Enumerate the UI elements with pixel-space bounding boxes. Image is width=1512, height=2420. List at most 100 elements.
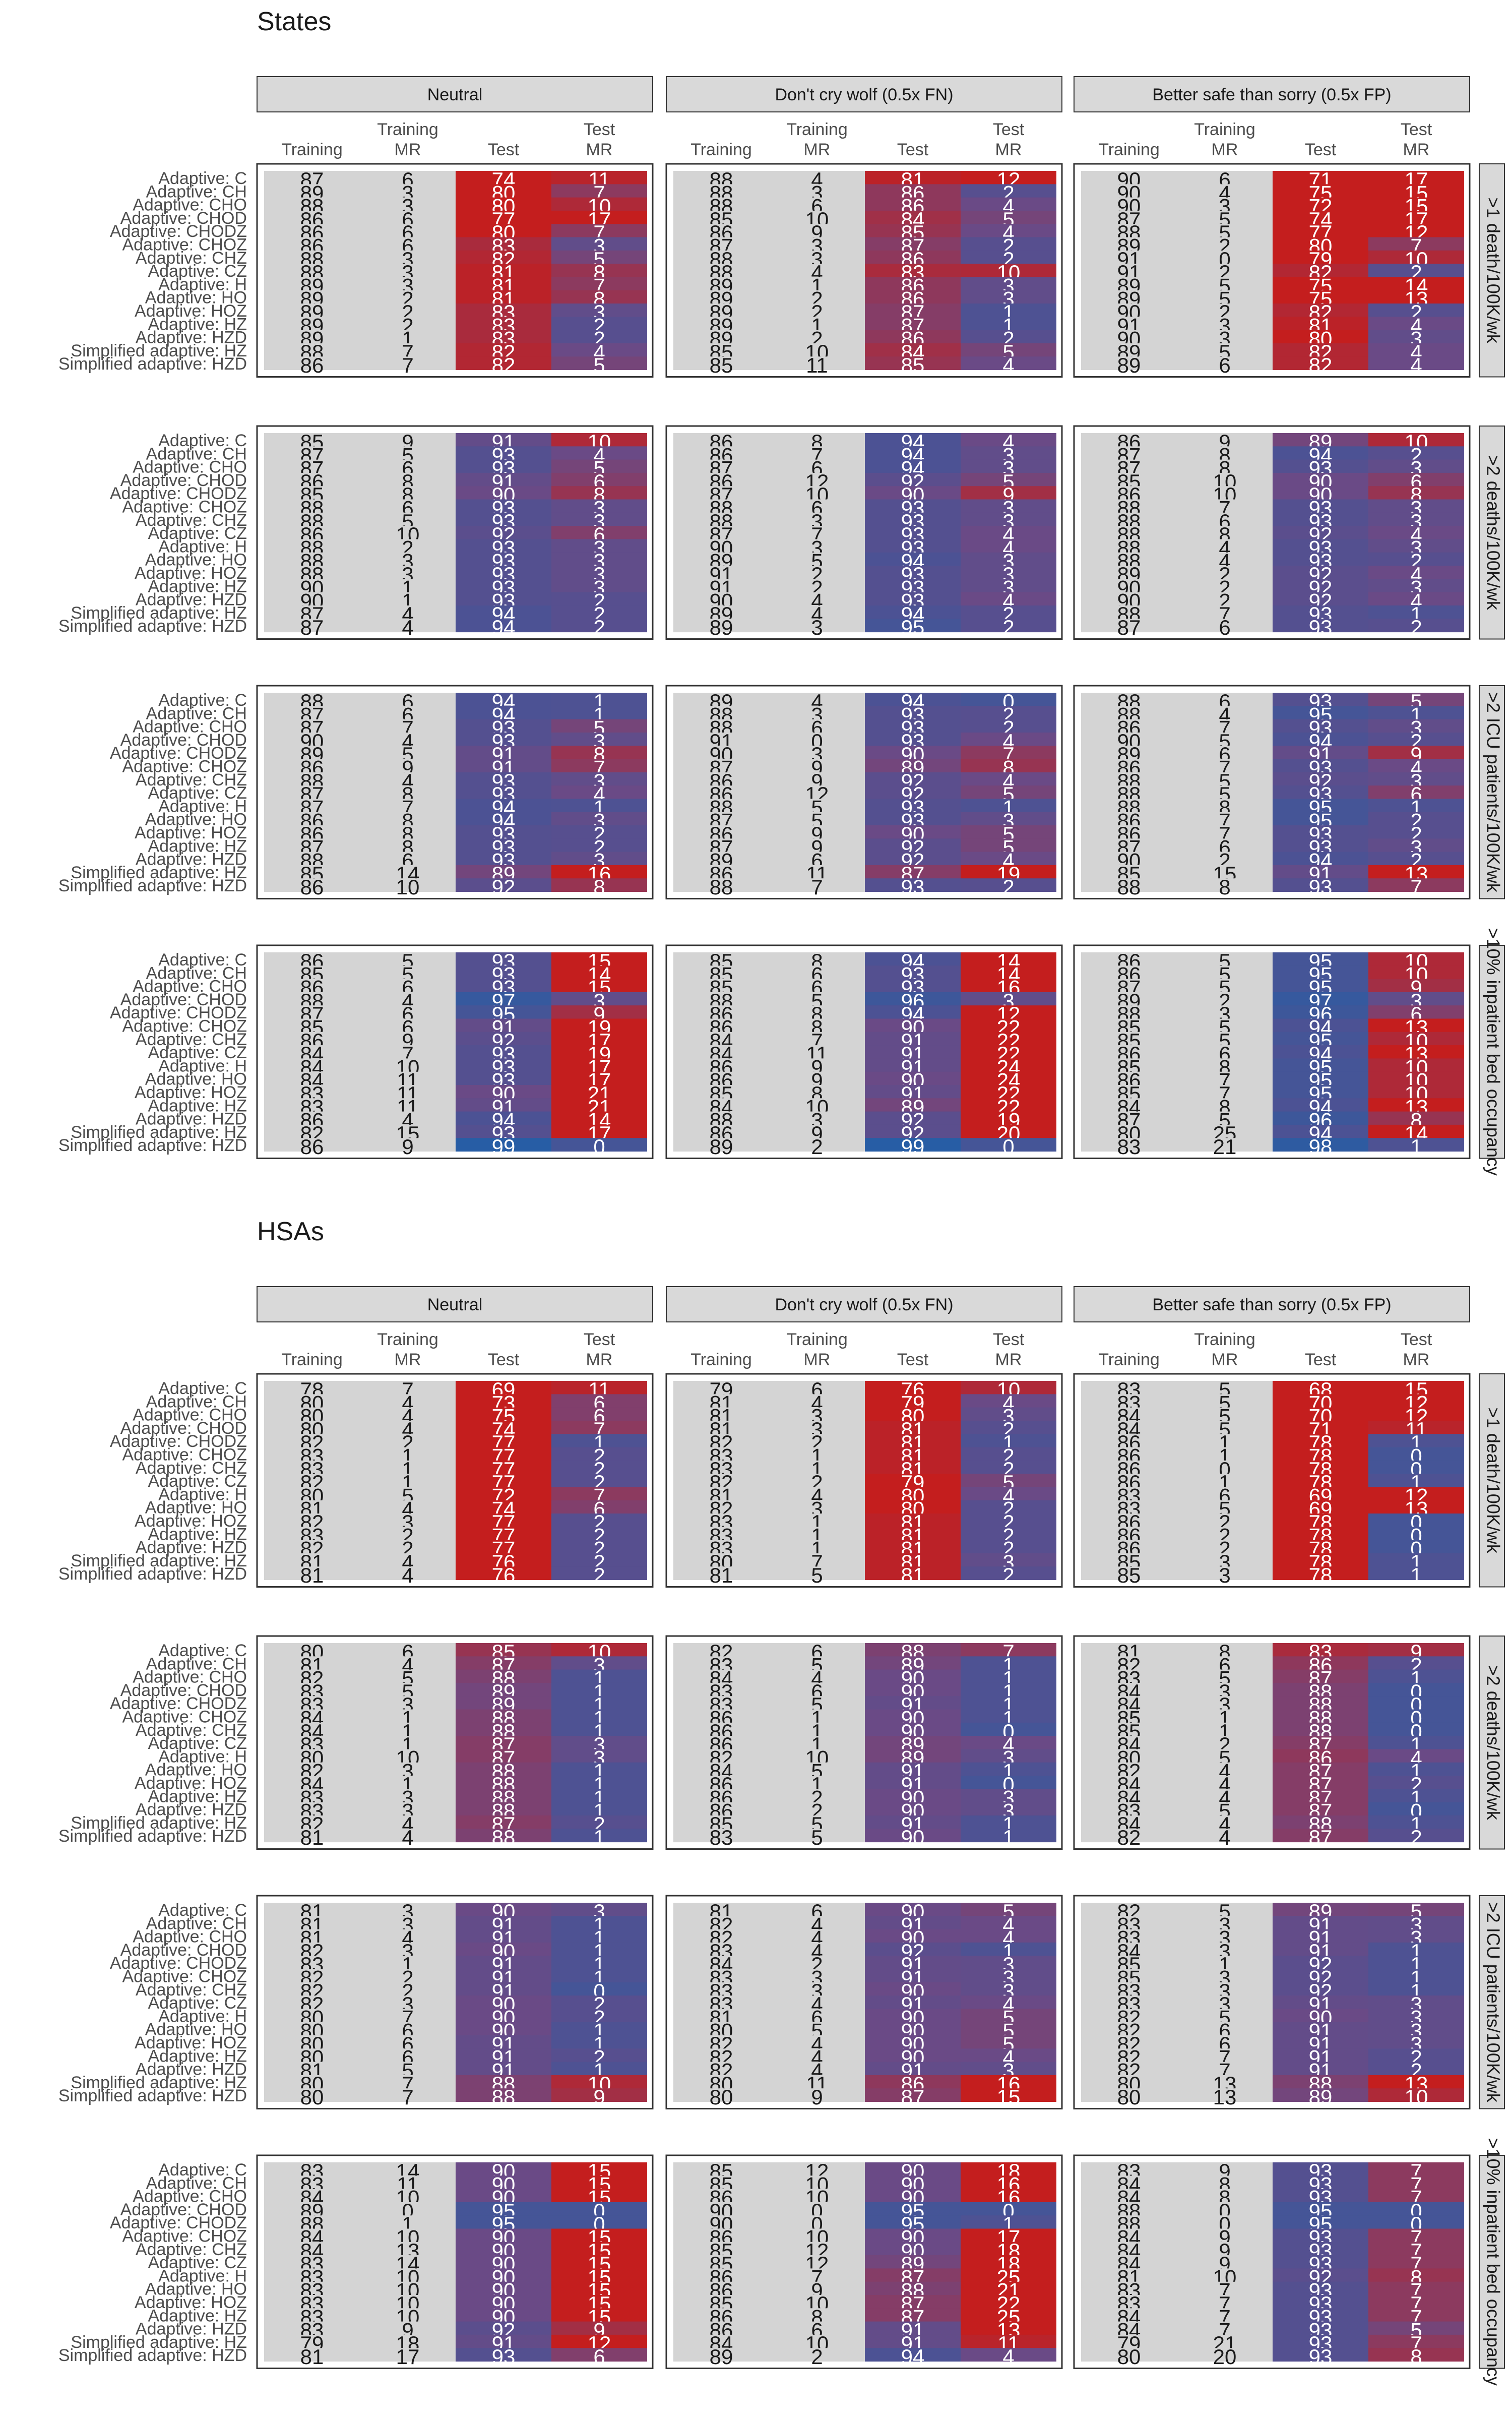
cell-value: 81 xyxy=(710,1563,733,1587)
facet-header xyxy=(666,76,1062,112)
heatmap-cell xyxy=(1081,304,1177,317)
row-label: Simplified adaptive: HZD xyxy=(58,1136,247,1155)
row-label: Simplified adaptive: HZD xyxy=(58,876,247,895)
heatmap-cell xyxy=(264,356,360,371)
heatmap-cell xyxy=(769,539,865,553)
heatmap-cell xyxy=(1177,317,1273,331)
heatmap-cell xyxy=(264,304,360,317)
heatmap-cell xyxy=(961,592,1056,606)
heatmap-cell xyxy=(551,277,647,291)
heatmap-cell xyxy=(1177,526,1273,539)
heatmap-cell xyxy=(456,250,551,264)
facet-label: Neutral xyxy=(427,1295,483,1314)
strip-label: >2 ICU patients/100K/wk xyxy=(1483,1902,1503,2103)
heatmap-cell xyxy=(961,184,1056,198)
column-header: Test xyxy=(1401,120,1432,139)
heatmap-cell xyxy=(865,433,961,447)
heatmap-cell xyxy=(1081,250,1177,264)
heatmap-cell xyxy=(769,343,865,357)
heatmap-cell xyxy=(865,343,961,357)
cell-value: 87 xyxy=(901,2085,925,2109)
cell-value: 83 xyxy=(1117,1135,1141,1159)
heatmap-cell xyxy=(865,592,961,606)
heatmap-cell xyxy=(1177,224,1273,238)
heatmap-cell xyxy=(551,356,647,371)
heatmap-cell xyxy=(360,539,456,553)
cell-value: 4 xyxy=(402,616,413,639)
cell-value: 6 xyxy=(593,2345,605,2369)
heatmap-cell xyxy=(456,552,551,566)
column-header: MR xyxy=(1212,140,1238,159)
row-label: Adaptive: CZ xyxy=(148,262,247,281)
heatmap-cell xyxy=(1273,210,1368,224)
heatmap-cell xyxy=(264,566,360,579)
heatmap-cell xyxy=(865,264,961,277)
heatmap-cell xyxy=(1368,539,1464,553)
heatmap-cell xyxy=(360,619,456,633)
cell-value: 15 xyxy=(997,2085,1021,2109)
heatmap-cell xyxy=(264,486,360,500)
heatmap-cell xyxy=(360,210,456,224)
heatmap-cell xyxy=(961,472,1056,487)
heatmap-cell xyxy=(456,317,551,331)
cell-value: 9 xyxy=(593,2085,605,2109)
row-label: Adaptive: HO xyxy=(145,810,247,829)
heatmap-cell xyxy=(1368,264,1464,277)
cell-value: 13 xyxy=(1213,2085,1237,2109)
heatmap-cell xyxy=(1081,237,1177,251)
heatmap-cell xyxy=(456,693,551,706)
heatmap-cell xyxy=(1273,539,1368,553)
heatmap-cell xyxy=(1273,552,1368,566)
column-header: Training xyxy=(786,120,848,139)
heatmap-cell xyxy=(1368,512,1464,526)
cell-value: 93 xyxy=(901,875,925,899)
heatmap-cell xyxy=(961,619,1056,633)
heatmap-cell xyxy=(673,433,769,447)
row-label: Adaptive: CH xyxy=(146,444,247,463)
heatmap-cell xyxy=(456,171,551,185)
row-label: Adaptive: C xyxy=(158,431,247,450)
heatmap-cell xyxy=(1368,197,1464,211)
heatmap-cell xyxy=(1368,592,1464,606)
column-header: MR xyxy=(995,1350,1022,1369)
cell-value: 5 xyxy=(811,1563,823,1587)
cell-value: 92 xyxy=(492,875,516,899)
heatmap-cell xyxy=(360,579,456,593)
column-header: Training xyxy=(690,140,752,159)
cell-value: 1 xyxy=(1410,1563,1422,1587)
cell-value: 3 xyxy=(811,616,823,639)
heatmap-cell xyxy=(551,552,647,566)
column-header: Training xyxy=(377,1330,438,1349)
cell-value: 87 xyxy=(1117,616,1141,639)
heatmap-cell xyxy=(769,224,865,238)
heatmap-cell xyxy=(264,343,360,357)
column-header: Test xyxy=(488,140,520,159)
heatmap-cell xyxy=(1081,343,1177,357)
cell-value: 89 xyxy=(710,2345,733,2369)
heatmap-cell xyxy=(360,552,456,566)
column-header: Training xyxy=(786,1330,848,1349)
heatmap-cell xyxy=(1273,237,1368,251)
heatmap-cell xyxy=(769,552,865,566)
heatmap-cell xyxy=(551,619,647,633)
heatmap-cell xyxy=(673,224,769,238)
heatmap-cell xyxy=(264,693,360,706)
heatmap-cell xyxy=(360,719,456,733)
heatmap-cell xyxy=(360,772,456,786)
row-label: Adaptive: CZ xyxy=(148,783,247,803)
heatmap-cell xyxy=(961,526,1056,539)
heatmap-cell xyxy=(673,605,769,619)
heatmap-cell xyxy=(264,290,360,304)
heatmap-cell xyxy=(551,539,647,553)
heatmap-cell xyxy=(769,290,865,304)
row-label: Simplified adaptive: HZD xyxy=(58,1827,247,1846)
panel-border xyxy=(256,425,654,640)
column-header: MR xyxy=(1403,140,1430,159)
heatmap-cell xyxy=(1368,277,1464,291)
heatmap-cell xyxy=(1368,552,1464,566)
facet-label: Neutral xyxy=(427,85,483,104)
heatmap-cell xyxy=(673,343,769,357)
column-header: MR xyxy=(395,1350,421,1369)
heatmap-cell xyxy=(865,486,961,500)
heatmap-cell xyxy=(264,772,360,786)
